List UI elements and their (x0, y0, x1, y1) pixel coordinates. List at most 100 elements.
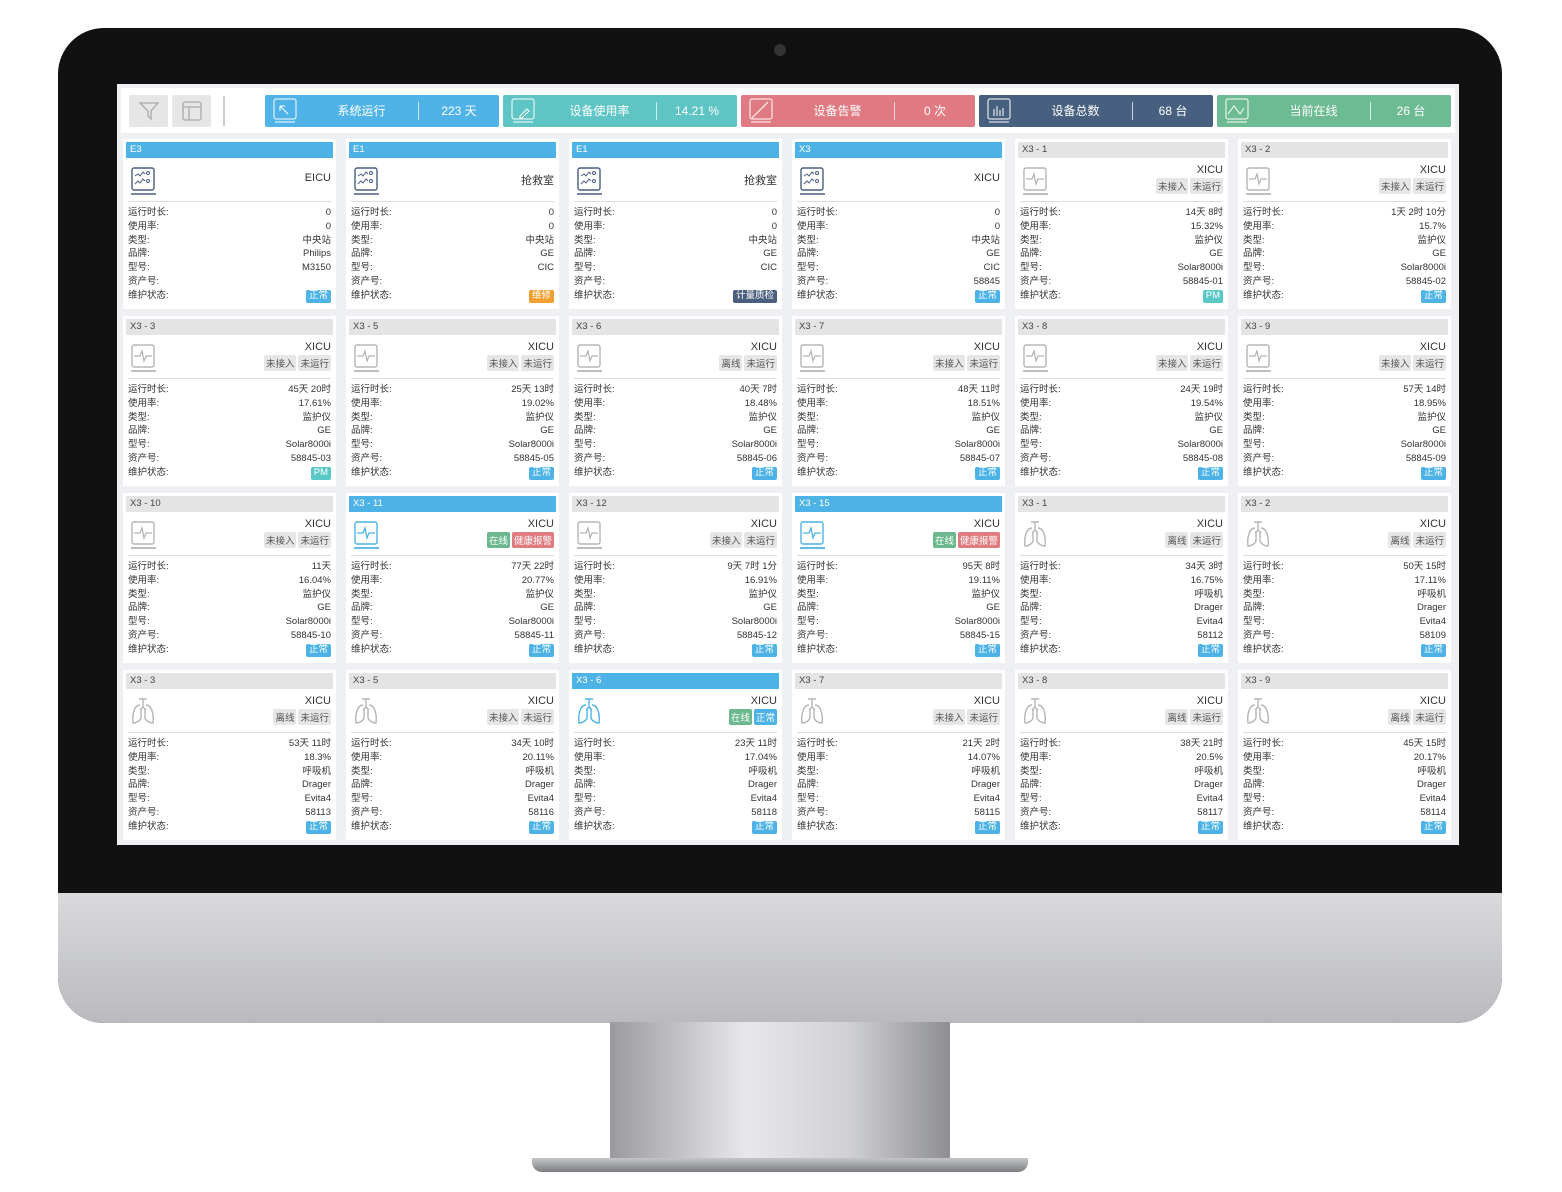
type-value: 监护仪 (525, 411, 554, 423)
info-row: 类型: 监护仪 (128, 411, 331, 425)
device-card[interactable]: X3 - 11 XICU 在线 健康报警 运行时长: 77天 22时 使用率: 20.77… (346, 493, 559, 663)
device-card[interactable]: X3 - 6 XICU 在线 正常 运行时长: 23天 11时 使用率: 17.04% 类型… (569, 670, 782, 840)
stat-tile[interactable]: 当前在线 26 台 (1217, 94, 1452, 127)
device-card[interactable]: X3 - 10 XICU 未接入 未运行 运行时长: 11天 使用率: 16.04% 类型:… (123, 493, 336, 663)
type-value: 监护仪 (748, 411, 777, 423)
asset-value: 58845-15 (959, 629, 1000, 641)
asset-label: 资产号: (574, 629, 606, 641)
layout-icon (181, 100, 202, 121)
device-card[interactable]: X3 - 2 XICU 未接入 未运行 运行时长: 1天 2时 10分 使用率: 15.7… (1238, 139, 1451, 309)
device-card[interactable]: X3 - 1 XICU 离线 未运行 运行时长: 34天 3时 使用率: 16.75% 类型… (1015, 493, 1228, 663)
asset-value: 58112 (1197, 629, 1223, 641)
runtime-value: 21天 2时 (962, 738, 1001, 749)
info-row: 型号: Evita4 (574, 792, 777, 806)
asset-value: 58845-02 (1405, 275, 1446, 287)
type-label: 类型: (128, 234, 150, 246)
device-card[interactable]: X3 - 2 XICU 离线 未运行 运行时长: 50天 15时 使用率: 17.11% 类… (1238, 493, 1451, 663)
info-row: 使用率: 20.17% (1243, 751, 1446, 765)
stat-value: 68 台 (1158, 104, 1188, 118)
asset-value: 58845-09 (1405, 452, 1446, 464)
location: XICU (1419, 164, 1446, 176)
runtime-label: 运行时长: (351, 738, 392, 749)
device-card[interactable]: X3 - 7 XICU 未接入 未运行 运行时长: 21天 2时 使用率: 14.07% 类… (792, 670, 1005, 840)
type-value: 监护仪 (302, 411, 331, 423)
asset-label: 资产号: (797, 275, 829, 287)
device-card[interactable]: X3 - 8 XICU 未接入 未运行 运行时长: 24天 19时 使用率: 19.54%… (1015, 316, 1228, 486)
info-row: 资产号: 58845-11 (351, 629, 554, 643)
usage-label: 使用率: (1020, 220, 1052, 232)
info-row: 品牌: GE (1243, 424, 1446, 438)
status-badge: 未接入 (709, 532, 743, 548)
device-card[interactable]: E3 EICU 运行时长: 0 使用率: 0 类型: 中央站 品牌: Philips 型号: M3… (123, 139, 336, 309)
device-card[interactable]: E1 抢救室 运行时长: 0 使用率: 0 类型: 中央站 品牌: GE 型号: CIC 资产号: 维… (346, 139, 559, 309)
device-card[interactable]: X3 - 9 XICU 未接入 未运行 运行时长: 57天 14时 使用率: 18.95%… (1238, 316, 1451, 486)
stat-tile[interactable]: 设备告警 0 次 (741, 94, 976, 127)
info-row: 资产号: 58845-09 (1243, 452, 1446, 466)
model-value: Evita4 (1419, 793, 1446, 805)
device-card[interactable]: X3 - 3 XICU 未接入 未运行 运行时长: 45天 20时 使用率: 17.61%… (123, 316, 336, 486)
runtime-value: 9天 7时 1分 (727, 561, 777, 572)
maintenance-badge: 正常 (974, 643, 1000, 657)
device-card[interactable]: X3 XICU 运行时长: 0 使用率: 0 类型: 中央站 品牌: GE 型号: CIC 资产号:… (792, 139, 1005, 309)
asset-value: 58845-12 (736, 629, 777, 641)
type-label: 类型: (351, 765, 373, 777)
device-card[interactable]: X3 - 5 XICU 未接入 未运行 运行时长: 34天 10时 使用率: 20.11%… (346, 670, 559, 840)
device-card[interactable]: X3 - 8 XICU 离线 未运行 运行时长: 38天 21时 使用率: 20.5% 类型… (1015, 670, 1228, 840)
model-label: 型号: (574, 793, 596, 805)
maintenance-badge: 正常 (305, 643, 331, 657)
maint-label: 维护状态: (1243, 820, 1284, 832)
info-row: 品牌: Philips (128, 247, 331, 261)
info-row: 使用率: 19.02% (351, 397, 554, 411)
status-badge: 未运行 (744, 532, 777, 548)
asset-value: 58845-01 (1182, 275, 1223, 287)
card-title: X3 (795, 142, 1002, 158)
model-label: 型号: (1243, 616, 1265, 628)
device-card[interactable]: X3 - 9 XICU 离线 未运行 运行时长: 45天 15时 使用率: 20.17% 类… (1238, 670, 1451, 840)
info-row: 运行时长: 40天 7时 (574, 383, 777, 397)
filter-button[interactable] (129, 94, 169, 127)
device-card[interactable]: E1 抢救室 运行时长: 0 使用率: 0 类型: 中央站 品牌: GE 型号: CIC 资产号: 维… (569, 139, 782, 309)
info-row: 使用率: 16.91% (574, 574, 777, 588)
type-value: 监护仪 (302, 588, 331, 600)
status-badge: 未运行 (1413, 709, 1446, 725)
device-card[interactable]: X3 - 12 XICU 未接入 未运行 运行时长: 9天 7时 1分 使用率: 16.9… (569, 493, 782, 663)
layout-button[interactable] (172, 94, 212, 127)
asset-label: 资产号: (574, 452, 606, 464)
model-value: Solar8000i (1177, 262, 1223, 274)
device-card[interactable]: X3 - 3 XICU 离线 未运行 运行时长: 53天 11时 使用率: 18.3% 类型… (123, 670, 336, 840)
info-row: 使用率: 16.75% (1020, 574, 1223, 588)
location: XICU (973, 172, 1000, 184)
device-card[interactable]: X3 - 6 XICU 离线 未运行 运行时长: 40天 7时 使用率: 18.48% 类型… (569, 316, 782, 486)
info-row: 资产号: 58115 (797, 806, 1000, 820)
info-row: 资产号: 58116 (351, 806, 554, 820)
maint-label: 维护状态: (574, 820, 615, 832)
stat-label: 设备告警 (813, 104, 862, 118)
type-value: 呼吸机 (748, 765, 777, 777)
device-card[interactable]: X3 - 1 XICU 未接入 未运行 运行时长: 14天 8时 使用率: 15.32% 类… (1015, 139, 1228, 309)
asset-label: 资产号: (351, 806, 383, 818)
device-card[interactable]: X3 - 15 XICU 在线 健康报警 运行时长: 95天 8时 使用率: 19.11%… (792, 493, 1005, 663)
brand-value: Drager (747, 779, 777, 791)
status-badge: 在线 (728, 709, 752, 725)
stat-tile[interactable]: 设备使用率 14.21 % (503, 94, 738, 127)
device-card[interactable]: X3 - 7 XICU 未接入 未运行 运行时长: 48天 11时 使用率: 18.51%… (792, 316, 1005, 486)
device-card[interactable]: X3 - 5 XICU 未接入 未运行 运行时长: 25天 13时 使用率: 19.02%… (346, 316, 559, 486)
stat-tile[interactable]: 系统运行 223 天 (265, 94, 500, 127)
type-label: 类型: (1243, 234, 1265, 246)
info-row: 使用率: 0 (128, 220, 331, 234)
maintenance-badge: 正常 (528, 466, 554, 480)
info-row: 维护状态: 正常 (351, 820, 554, 834)
asset-value: 58115 (974, 806, 1000, 818)
brand-label: 品牌: (797, 779, 819, 791)
stat-tile[interactable]: 设备总数 68 台 (979, 94, 1214, 127)
bar-chart-icon (979, 98, 1019, 124)
info-row: 维护状态: 正常 (351, 643, 554, 657)
info-row: 运行时长: 50天 15时 (1243, 560, 1446, 574)
type-value: 监护仪 (1417, 234, 1446, 246)
asset-label: 资产号: (797, 452, 829, 464)
info-row: 型号: Evita4 (1243, 615, 1446, 629)
card-title: X3 - 2 (1241, 496, 1448, 512)
type-value: 中央站 (302, 234, 331, 246)
brand-value: GE (763, 602, 777, 614)
model-label: 型号: (351, 439, 373, 451)
